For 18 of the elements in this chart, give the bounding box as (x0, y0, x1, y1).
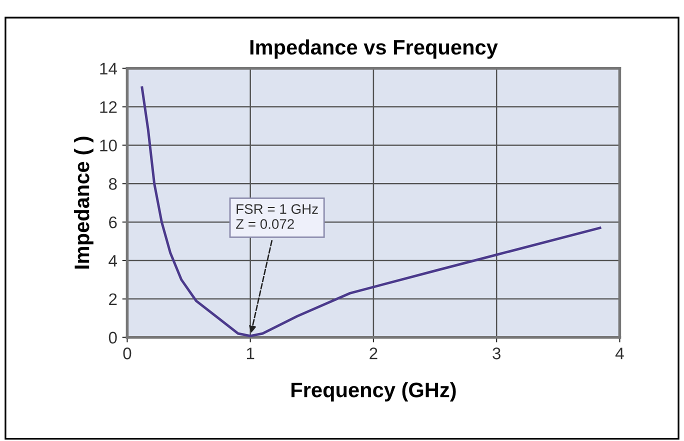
line-series (140, 86, 602, 338)
y-tick-label: 10 (100, 140, 117, 152)
y-tick-label: 2 (109, 293, 117, 305)
x-tick-label: 4 (615, 348, 624, 360)
chart-title: Impedance vs Frequency (250, 39, 498, 59)
x-tick-label: 1 (246, 348, 254, 360)
x-tick-label: 3 (492, 348, 500, 360)
x-tick-label: 2 (370, 348, 378, 360)
y-tick-label: 14 (100, 62, 118, 74)
y-tick-label: 0 (108, 332, 117, 344)
y-axis-title: Impedance ( ) (74, 136, 94, 269)
y-tick-label: 6 (109, 216, 117, 228)
x-tick-label: 0 (123, 348, 132, 360)
y-tick-label: 4 (108, 255, 118, 267)
annotation: FSR = 1 GHz Z = 0.072 (236, 204, 318, 229)
y-tick-label: 12 (100, 101, 117, 113)
x-axis-title: Frequency (GHz) (292, 382, 456, 402)
y-tick-label: 8 (108, 178, 117, 190)
